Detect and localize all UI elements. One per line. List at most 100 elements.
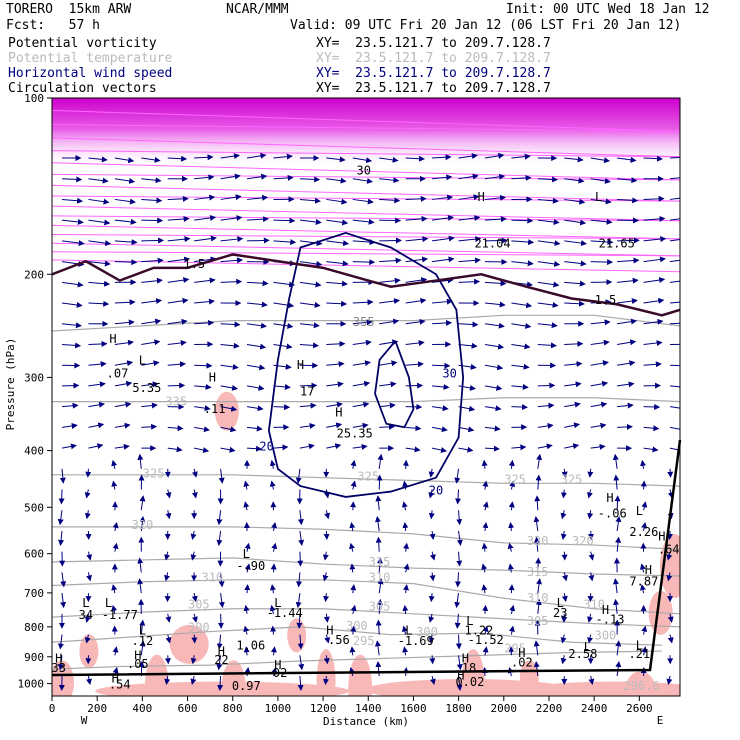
wind-vector	[111, 459, 118, 469]
wind-vector	[405, 425, 422, 432]
wind-vector	[112, 521, 119, 532]
contour-label: L	[139, 353, 146, 367]
contour-label: 300	[595, 628, 617, 642]
wind-vector	[190, 655, 197, 665]
wind-vector	[273, 383, 291, 390]
wind-vector	[349, 501, 356, 511]
wind-vector	[456, 675, 463, 691]
wind-vector	[141, 177, 162, 184]
contour-label: 7.87	[629, 575, 658, 589]
contour-label: 21.65	[599, 236, 635, 250]
wind-vector	[246, 194, 269, 201]
wind-vector	[141, 156, 161, 163]
wind-vector	[429, 572, 436, 582]
wind-vector	[114, 380, 133, 387]
wind-vector	[349, 563, 356, 573]
contour-label: L	[595, 190, 602, 204]
legend-pv: Potential vorticity	[8, 36, 157, 51]
wind-vector	[429, 655, 436, 665]
contour-label: 310	[583, 598, 605, 612]
wind-vector	[379, 402, 396, 409]
wind-vector	[377, 578, 384, 594]
wind-vector	[194, 256, 217, 263]
wind-vector	[326, 240, 350, 247]
wind-vector	[511, 260, 534, 267]
wind-vector	[511, 343, 531, 350]
wind-vector	[86, 675, 92, 685]
legend-vectors: Circulation vectors	[8, 81, 157, 96]
wind-vector	[191, 634, 198, 644]
wind-vector	[617, 402, 634, 409]
wind-vector	[243, 480, 250, 490]
wind-vector	[431, 447, 448, 453]
upper-contour	[52, 251, 680, 257]
wind-vector	[246, 301, 268, 308]
wind-vector	[194, 426, 210, 433]
contour-label: 310	[369, 571, 391, 585]
wind-vector	[322, 551, 329, 561]
wind-vector	[220, 173, 241, 180]
x-tick-label: 2600	[626, 702, 653, 715]
wind-vector	[165, 613, 172, 623]
contour-label: 23	[553, 606, 567, 620]
wind-vector	[243, 625, 250, 635]
contour-label: -.06	[598, 506, 627, 520]
wind-vector	[352, 198, 374, 205]
wind-vector	[458, 173, 479, 180]
wind-vector	[167, 236, 191, 243]
wind-vector	[88, 381, 106, 388]
wind-vector	[194, 235, 217, 242]
wind-vector	[511, 239, 535, 246]
legend-theta: Potential temperature	[8, 51, 173, 66]
pv-shade	[524, 681, 680, 696]
wind-vector	[534, 536, 540, 552]
wind-vector	[669, 238, 680, 242]
wind-vector	[191, 468, 198, 478]
wind-vector	[350, 625, 357, 635]
contour-label: 1.5	[595, 293, 617, 307]
wind-vector	[482, 625, 489, 635]
y-tick-label: 600	[24, 548, 44, 561]
wind-vector	[613, 598, 620, 614]
wind-vector	[639, 584, 646, 594]
wind-vector	[641, 521, 648, 532]
wind-vector	[299, 240, 323, 247]
wind-vector	[508, 521, 515, 532]
contour-label: 310	[527, 591, 549, 605]
wind-vector	[587, 489, 593, 499]
wind-vector	[564, 280, 586, 287]
wind-vector	[428, 613, 435, 623]
theta-contour-325	[52, 474, 680, 487]
wind-vector	[114, 299, 136, 306]
wind-vector	[326, 443, 342, 450]
contour-label: 320	[572, 534, 594, 548]
contour-label: H	[658, 530, 665, 544]
wind-vector	[613, 474, 620, 490]
wind-vector	[482, 501, 489, 511]
theta-contour-295	[52, 650, 662, 670]
wind-vector	[220, 153, 241, 160]
wind-vector	[273, 404, 291, 411]
wind-vector	[535, 474, 542, 490]
wind-vector	[217, 675, 224, 691]
wind-vector	[432, 214, 454, 221]
upper-contour	[52, 224, 680, 240]
wind-vector	[484, 301, 506, 308]
contour-label: 20	[259, 440, 273, 454]
wind-vector	[615, 515, 622, 532]
wind-vector	[244, 667, 251, 677]
wind-vector	[564, 443, 580, 450]
wind-vector	[220, 363, 239, 370]
wind-vector	[88, 156, 108, 163]
wind-vector	[484, 343, 505, 350]
wind-vector	[562, 572, 568, 582]
contour-label: H	[602, 603, 609, 617]
wind-vector	[322, 572, 329, 582]
wind-vector	[114, 198, 136, 205]
wind-vector	[114, 259, 138, 266]
wind-vector	[299, 342, 320, 349]
contour-label: 325	[504, 472, 526, 486]
contour-label: H	[478, 190, 485, 204]
wind-vector	[191, 489, 198, 499]
